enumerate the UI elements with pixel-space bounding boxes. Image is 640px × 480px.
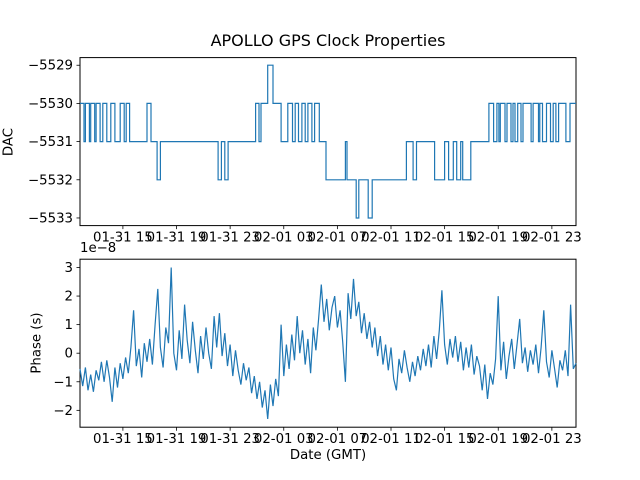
axes-frame [79, 258, 577, 428]
x-tick-label: 01-31 19 [147, 231, 207, 246]
x-tick-label: 02-01 07 [307, 231, 367, 246]
x-tick-label: 02-01 15 [415, 432, 475, 447]
y-tick-label: 3 [65, 261, 73, 276]
figure-title: APOLLO GPS Clock Properties [210, 31, 446, 50]
y-tick-label: 0 [65, 347, 73, 362]
x-tick-label: 01-31 19 [147, 432, 207, 447]
x-tick-label: 02-01 11 [361, 432, 421, 447]
x-tick-label: 02-01 03 [254, 231, 314, 246]
x-tick-label: 02-01 07 [307, 432, 367, 447]
phase-line [79, 267, 577, 419]
date-axis-label: Date (GMT) [289, 448, 367, 463]
x-tick-label: 02-01 23 [522, 231, 582, 246]
dac-axis-label: DAC [1, 127, 17, 157]
y-tick-label: −1 [53, 375, 73, 390]
x-tick-label: 02-01 03 [254, 432, 314, 447]
y-tick-label: −5531 [28, 135, 73, 150]
y-tick-label: −5530 [28, 97, 73, 112]
x-tick-label: 01-31 15 [93, 432, 153, 447]
y-tick-label: −5533 [28, 211, 73, 226]
y-tick-label: 2 [65, 290, 73, 305]
dac-step-line [80, 64, 576, 219]
x-tick-label: 02-01 15 [415, 231, 475, 246]
x-tick-label: 02-01 23 [522, 432, 582, 447]
x-tick-label: 01-31 15 [93, 231, 153, 246]
y-tick-label: −2 [53, 404, 73, 419]
y-tick-label: −5532 [28, 173, 73, 188]
x-tick-label: 02-01 19 [468, 231, 528, 246]
x-tick-label: 01-31 23 [200, 432, 260, 447]
y-tick-label: −5529 [28, 59, 73, 74]
phase-axis-label: Phase (s) [29, 312, 45, 374]
x-tick-label: 01-31 23 [200, 231, 260, 246]
x-tick-label: 02-01 19 [468, 432, 528, 447]
x-tick-label: 02-01 11 [361, 231, 421, 246]
phase-offset-exponent: 1e−8 [80, 241, 117, 256]
y-tick-label: 1 [65, 318, 73, 333]
